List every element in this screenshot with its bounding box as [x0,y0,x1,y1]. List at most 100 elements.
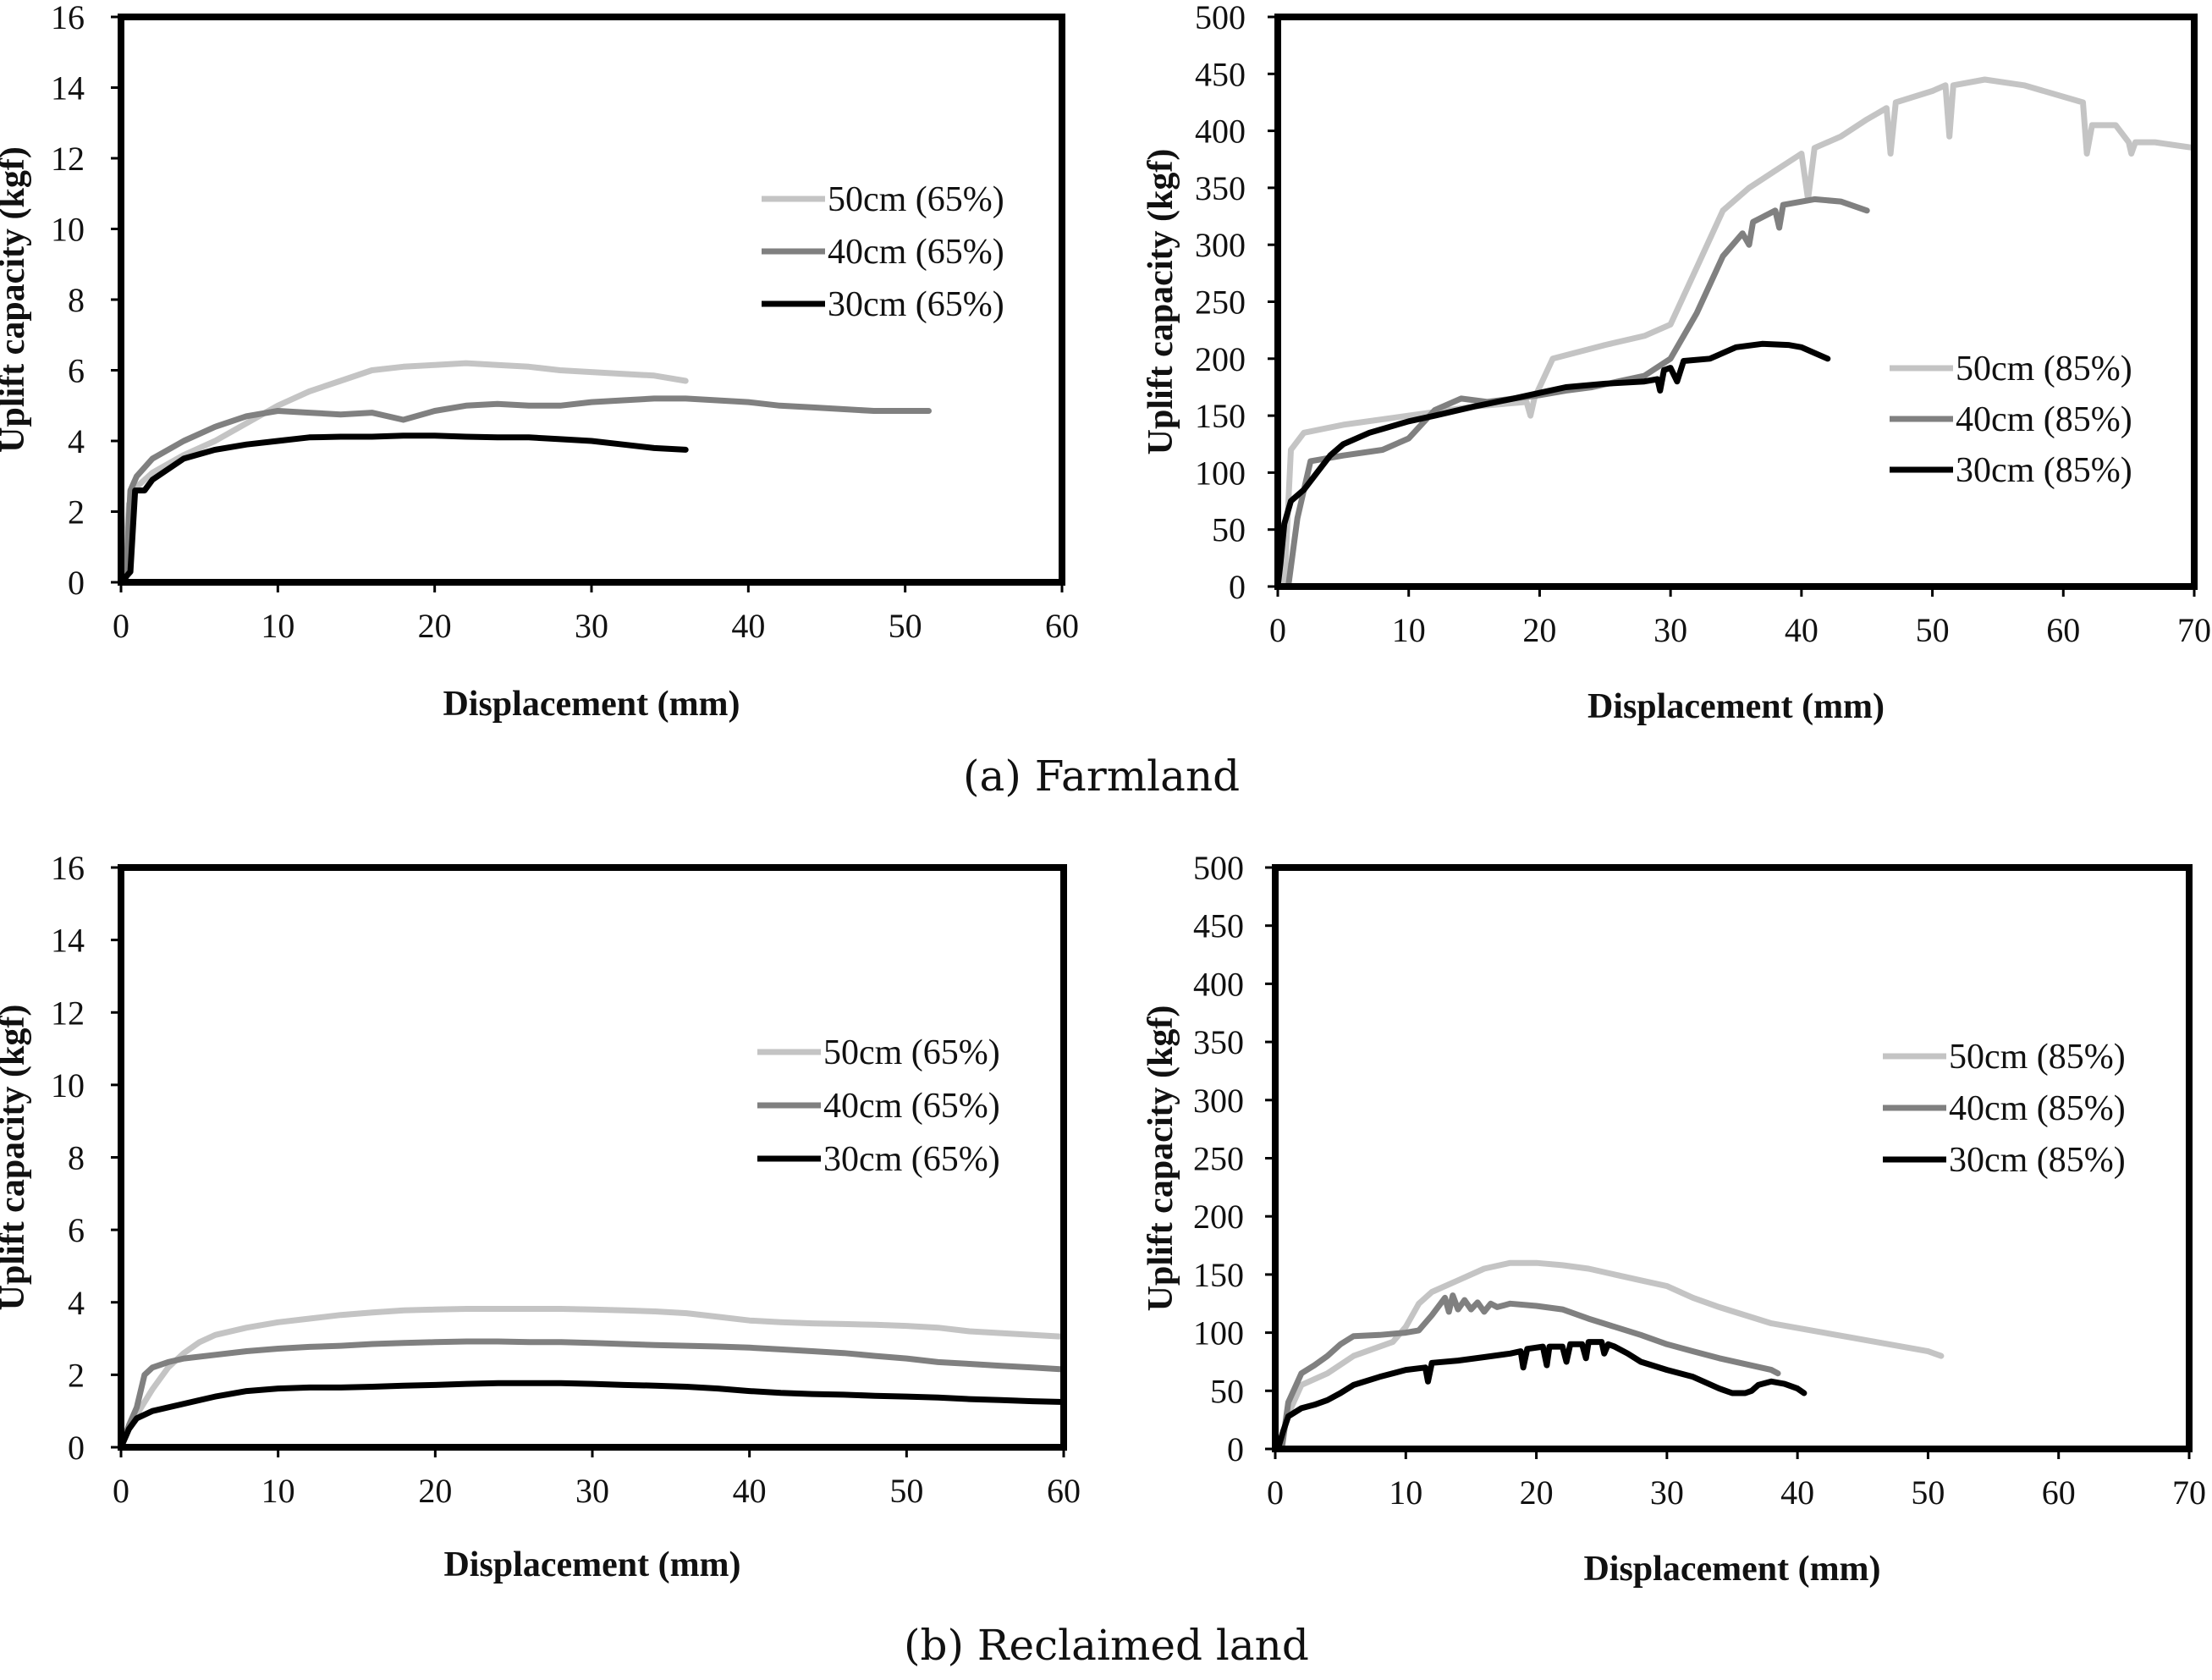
y-tick-label: 200 [1193,1198,1244,1236]
legend-label: 30cm (85%) [1949,1141,2126,1180]
y-tick-label: 400 [1193,965,1244,1003]
x-tick-label: 10 [1392,611,1426,649]
y-tick-label: 150 [1193,1256,1244,1294]
x-tick-label: 70 [2172,1473,2206,1512]
plot-frame [1272,864,2193,1452]
plot-frame [118,14,1065,586]
y-tick-label: 500 [1193,849,1244,887]
legend-label: 50cm (65%) [823,1033,1000,1072]
x-tick-label: 70 [2177,611,2211,649]
x-tick-label: 20 [418,607,452,645]
y-tick-label: 50 [1210,1372,1244,1410]
legend-label: 40cm (85%) [1949,1089,2126,1128]
y-axis-title: Uplift capacity (kgf) [0,1005,32,1311]
y-tick-label: 0 [1229,568,1246,606]
y-tick-label: 450 [1195,55,1246,93]
series-line-40cm [118,395,932,586]
y-tick-label: 16 [51,849,85,887]
panel-a-right: 0 10 20 30 40 50 60 70 0 50 100 150 200 250 300 350 400 4… [1142,0,2211,726]
x-tick-label: 10 [261,1472,295,1510]
y-axis-title: Uplift capacity (kgf) [1142,1005,1180,1312]
y-tick-label: 12 [51,994,85,1032]
y-tick-label: 4 [68,422,85,460]
x-tick-label: 60 [1045,607,1079,645]
y-tick-label: 14 [51,922,85,960]
series-line-30cm [118,432,689,586]
y-tick-label: 12 [51,140,85,178]
x-tick-label: 50 [889,1472,923,1510]
x-tick-label: 50 [1911,1473,1945,1512]
y-tick-label: 8 [68,281,85,319]
panel-b-left: 0 10 20 30 40 50 60 0 2 4 6 8 10 12 14 16 50cm (65%) 40cm… [0,849,1081,1584]
x-tick-label: 60 [2046,611,2080,649]
x-tick-label: 10 [1389,1473,1422,1512]
plot-frame [118,864,1067,1451]
y-tick-label: 150 [1195,397,1246,435]
y-tick-label: 8 [68,1139,85,1177]
caption-reclaimed-land: (b) Reclaimed land [904,1621,1309,1670]
y-tick-label: 10 [51,1066,85,1104]
y-tick-label: 0 [1227,1430,1244,1468]
x-tick-label: 20 [1522,611,1556,649]
caption-farmland: (a) Farmland [963,752,1241,801]
series-line-50cm [1281,76,2198,590]
x-tick-label: 0 [1267,1473,1284,1512]
y-tick-label: 300 [1193,1082,1244,1120]
series-line-40cm [118,1338,1067,1451]
y-tick-label: 100 [1195,454,1246,492]
y-tick-label: 250 [1195,284,1246,322]
y-tick-label: 0 [68,564,85,602]
y-tick-label: 2 [68,493,85,532]
x-tick-label: 50 [889,607,922,645]
x-axis-title: Displacement (mm) [443,685,740,724]
y-tick-label: 300 [1195,226,1246,264]
x-tick-label: 20 [1520,1473,1554,1512]
y-tick-label: 500 [1195,0,1246,36]
panel-a-left: 0 10 20 30 40 50 60 0 2 4 6 8 10 12 14 16 50cm (65%) 40cm… [0,0,1079,724]
y-tick-label: 400 [1195,113,1246,151]
series-line-50cm [118,360,689,586]
x-tick-label: 30 [1653,611,1687,649]
x-tick-label: 30 [575,1472,609,1510]
y-tick-label: 6 [68,1211,85,1249]
x-tick-label: 50 [1916,611,1950,649]
x-tick-label: 0 [1269,611,1286,649]
y-axis-title: Uplift capacity (kgf) [0,146,32,453]
legend-label: 40cm (65%) [828,233,1004,272]
legend-label: 50cm (65%) [828,180,1004,219]
x-tick-label: 40 [1785,611,1819,649]
y-tick-label: 250 [1193,1140,1244,1178]
series-line-50cm [1276,1259,1945,1452]
y-tick-label: 450 [1193,907,1244,945]
x-tick-label: 10 [261,607,294,645]
legend-label: 50cm (85%) [1949,1038,2126,1077]
x-tick-label: 40 [1780,1473,1814,1512]
legend-label: 30cm (65%) [828,285,1004,324]
y-tick-label: 14 [51,69,85,107]
legend-label: 40cm (85%) [1956,400,2132,439]
x-tick-label: 40 [731,607,765,645]
y-tick-label: 100 [1193,1314,1244,1352]
legend-label: 40cm (65%) [823,1087,1000,1126]
legend-label: 30cm (85%) [1956,451,2132,490]
series-line-30cm [1274,1339,1808,1452]
x-tick-label: 30 [1650,1473,1684,1512]
y-tick-label: 4 [68,1284,85,1322]
series-line-40cm [1285,196,1870,590]
series-line-30cm [1274,340,1831,590]
x-tick-label: 40 [733,1472,767,1510]
x-tick-label: 30 [575,607,608,645]
panel-b-right: 0 10 20 30 40 50 60 70 0 50 100 150 200 250 300 350 400 4… [1142,849,2206,1589]
y-axis-title: Uplift capacity (kgf) [1142,149,1180,455]
x-tick-label: 60 [1047,1472,1081,1510]
y-tick-label: 10 [51,211,85,249]
y-tick-label: 200 [1195,340,1246,378]
x-tick-label: 60 [2042,1473,2076,1512]
x-axis-title: Displacement (mm) [1583,1550,1880,1589]
x-tick-label: 0 [113,607,129,645]
y-tick-label: 350 [1193,1023,1244,1061]
legend-label: 30cm (65%) [823,1140,1000,1179]
y-tick-label: 50 [1212,511,1246,549]
